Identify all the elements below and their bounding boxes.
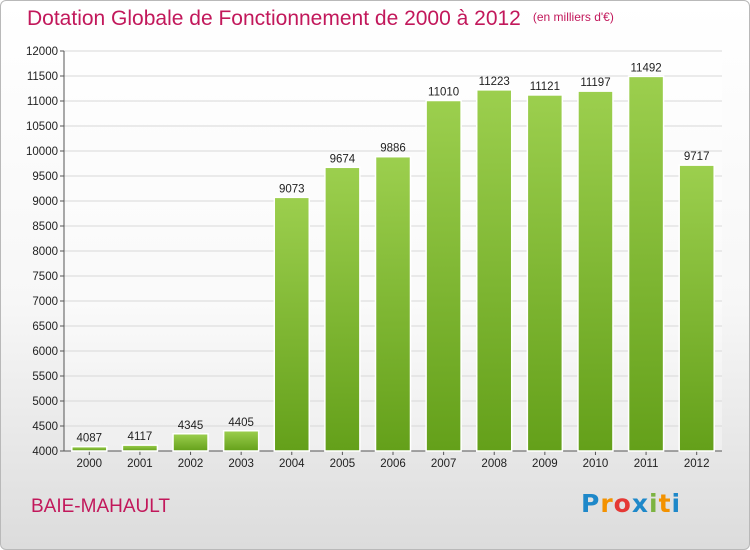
bar-2006 — [374, 155, 412, 452]
value-label-2007: 11010 — [428, 87, 459, 99]
y-tick-label: 8000 — [32, 246, 58, 258]
bar-2008 — [475, 89, 513, 452]
bar-2004 — [273, 196, 311, 452]
data-labels: 4087 4117 4345 4405 9073 9674 9886 11010 11223 11… — [77, 62, 710, 444]
bar-2011 — [627, 75, 665, 452]
value-label-2012: 9717 — [684, 151, 710, 163]
chart-title-text: Dotation Globale de Fonctionnement de 20… — [27, 7, 521, 30]
bar-2003 — [222, 430, 260, 452]
y-tick-label: 12000 — [26, 46, 58, 58]
bar-2001 — [121, 444, 159, 452]
chart-title: Dotation Globale de Fonctionnement de 20… — [27, 7, 614, 31]
place-name: BAIE-MAHAULT — [31, 496, 171, 517]
y-tick-label: 4000 — [32, 446, 58, 458]
y-tick-label: 5000 — [32, 396, 58, 408]
value-label-2006: 9886 — [380, 143, 406, 155]
x-tick-label-2011: 2011 — [634, 458, 659, 470]
y-tick-label: 11000 — [27, 96, 58, 108]
y-tick-label: 7000 — [32, 296, 58, 308]
y-tick-label: 4500 — [32, 421, 58, 433]
bar-2009 — [526, 94, 564, 452]
value-label-2001: 4117 — [128, 431, 153, 443]
x-tick-label-2012: 2012 — [684, 458, 710, 470]
y-tick-label: 9500 — [32, 171, 58, 183]
value-label-2011: 11492 — [631, 62, 662, 74]
bars — [71, 75, 715, 452]
value-label-2003: 4405 — [228, 417, 254, 429]
y-tick-label: 9000 — [32, 196, 58, 208]
y-tick-label: 5500 — [32, 371, 58, 383]
x-tick-label-2003: 2003 — [228, 458, 254, 470]
y-tick-label: 6000 — [32, 346, 58, 358]
bar-2012 — [678, 164, 715, 452]
bar-2010 — [577, 90, 614, 452]
value-label-2008: 11223 — [479, 76, 510, 88]
value-label-2000: 4087 — [77, 433, 103, 445]
y-tick-label: 6500 — [32, 321, 58, 333]
x-tick-label-2001: 2001 — [127, 458, 153, 470]
bar-2002 — [172, 433, 209, 452]
bar-2007 — [425, 99, 462, 452]
x-tick-label-2007: 2007 — [431, 458, 457, 470]
value-label-2002: 4345 — [178, 420, 204, 432]
y-tick-label: 11500 — [27, 71, 58, 83]
y-tick-label: 10000 — [26, 146, 58, 158]
y-tick-label: 7500 — [32, 271, 58, 283]
value-label-2004: 9073 — [279, 183, 305, 195]
x-tick-label-2009: 2009 — [532, 458, 558, 470]
y-tick-label: 10500 — [26, 121, 58, 133]
chart-subtitle: (en milliers d'€) — [532, 10, 614, 24]
x-tick-label-2005: 2005 — [330, 458, 356, 470]
proxiti-logo[interactable]: Proxiti — [581, 489, 682, 518]
x-tick-label-2000: 2000 — [77, 458, 103, 470]
bar-2005 — [324, 166, 361, 452]
x-tick-label-2008: 2008 — [481, 458, 507, 470]
value-label-2005: 9674 — [330, 153, 356, 165]
bar-2000 — [71, 445, 108, 452]
x-tick-label-2002: 2002 — [178, 458, 204, 470]
x-tick-label-2004: 2004 — [279, 458, 305, 470]
x-tick-label-2010: 2010 — [583, 458, 609, 470]
value-label-2010: 11197 — [580, 77, 610, 89]
y-tick-label: 8500 — [32, 221, 58, 233]
x-tick-label-2006: 2006 — [380, 458, 406, 470]
value-label-2009: 11121 — [530, 81, 560, 93]
